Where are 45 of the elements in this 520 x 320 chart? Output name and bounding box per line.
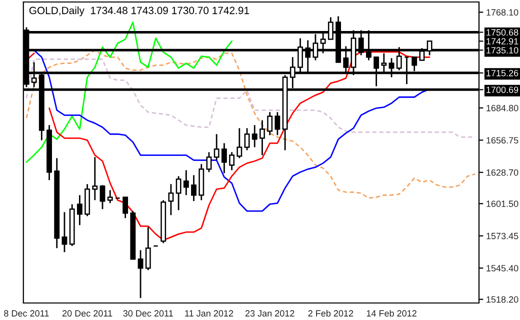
y-tick-label: 1545.40 bbox=[486, 265, 518, 272]
candlestick bbox=[191, 174, 196, 202]
x-tick-label: 14 Feb 2012 bbox=[366, 310, 416, 317]
y-tick-label: 1601.50 bbox=[486, 200, 518, 207]
candlestick bbox=[107, 189, 113, 204]
x-tick-label: 23 Jan 2012 bbox=[245, 310, 294, 317]
candlestick bbox=[76, 194, 82, 226]
candlestick bbox=[206, 151, 212, 173]
y-tick-label: 1750.68 bbox=[486, 29, 518, 36]
line-series bbox=[26, 50, 476, 199]
x-tick-label: 20 Dec 2011 bbox=[62, 310, 112, 317]
y-tick-label: 1735.10 bbox=[486, 47, 518, 54]
y-tick-label: 1628.70 bbox=[486, 169, 518, 176]
x-tick-label: 11 Jan 2012 bbox=[185, 310, 234, 317]
y-tick-label: 1656.75 bbox=[486, 137, 518, 144]
candlestick bbox=[229, 151, 235, 171]
candlestick bbox=[100, 184, 106, 210]
candlestick bbox=[274, 111, 280, 136]
candlestick bbox=[221, 142, 227, 174]
y-tick-label: 1684.80 bbox=[486, 104, 518, 112]
candlestick bbox=[260, 120, 265, 156]
y-tick-label: 1700.69 bbox=[486, 86, 518, 94]
x-tick-label: 30 Dec 2011 bbox=[123, 310, 173, 317]
candlestick bbox=[252, 124, 258, 148]
candlestick bbox=[236, 127, 242, 159]
candlestick bbox=[267, 111, 273, 136]
chart-title: GOLD,Daily 1734.48 1743.09 1730.70 1742.91 bbox=[29, 6, 250, 16]
x-tick-label: 2 Feb 2012 bbox=[308, 310, 354, 317]
candlestick bbox=[122, 196, 128, 219]
candlestick bbox=[214, 133, 220, 161]
candlestick bbox=[62, 211, 68, 253]
y-tick-label: 1518.20 bbox=[486, 296, 518, 303]
candlestick bbox=[145, 226, 151, 271]
line-series bbox=[26, 22, 232, 163]
y-tick-label: 1768.10 bbox=[486, 9, 518, 16]
y-tick-label: 1573.45 bbox=[486, 232, 518, 240]
candlestick bbox=[183, 169, 189, 196]
candlestick bbox=[92, 156, 98, 201]
y-tick-label: 1742.91 bbox=[486, 38, 518, 45]
candlestick bbox=[138, 249, 144, 299]
candlestick bbox=[168, 183, 174, 216]
y-tick-label: 1715.26 bbox=[486, 70, 518, 76]
candlestick bbox=[244, 127, 250, 151]
x-tick-label: 8 Dec 2011 bbox=[4, 310, 49, 317]
candlestick bbox=[176, 175, 182, 211]
